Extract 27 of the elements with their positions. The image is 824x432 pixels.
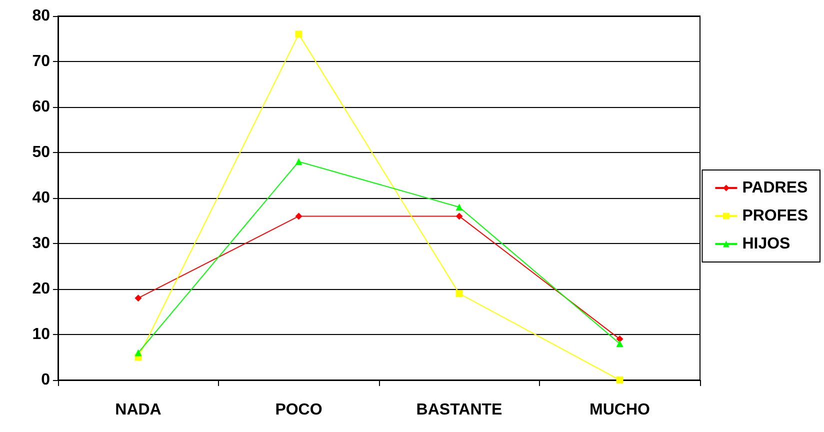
point	[616, 376, 624, 384]
legend-label: PROFES	[742, 208, 808, 224]
point	[134, 349, 142, 356]
y-tick-label: 70	[32, 53, 50, 70]
point	[616, 340, 624, 348]
y-tick-label: 30	[32, 235, 50, 252]
y-tick-label: 50	[32, 144, 50, 161]
point	[295, 30, 302, 38]
y-tick-label: 60	[32, 98, 50, 116]
point	[456, 204, 463, 211]
legend-label: PADRES	[742, 180, 808, 196]
point	[134, 294, 142, 302]
y-tick-label: 80	[32, 8, 50, 24]
y-tick-label: 20	[32, 280, 50, 298]
point	[456, 290, 463, 298]
x-tick-label: BASTANTE	[416, 402, 503, 418]
point	[616, 336, 624, 343]
x-tick-label: NADA	[115, 402, 162, 418]
y-tick-label: 40	[32, 190, 50, 206]
y-tick-label: 10	[32, 326, 50, 343]
point	[456, 212, 463, 220]
point	[295, 158, 302, 166]
point	[295, 212, 302, 220]
x-tick-label: MUCHO	[590, 402, 650, 418]
legend-label: HIJOS	[742, 236, 791, 252]
x-tick-label: POCO	[275, 402, 322, 418]
y-tick-label: 0	[41, 372, 50, 388]
